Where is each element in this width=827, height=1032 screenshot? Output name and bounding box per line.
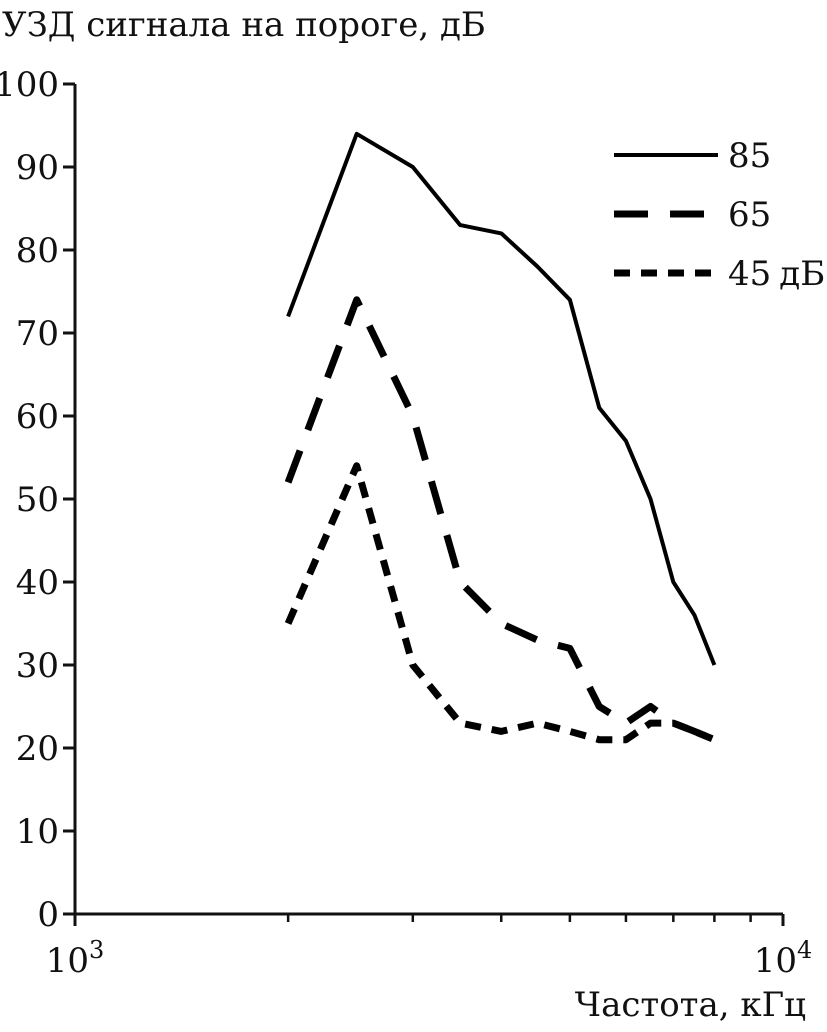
axes [73,84,783,916]
y-tick-label: 20 [16,729,59,769]
legend-label-85: 85 [728,136,771,176]
legend-unit: дБ [779,254,825,294]
y-axis-ticks: 0 10 20 30 40 50 60 70 80 90 100 [0,65,75,935]
series-group [284,131,717,744]
y-tick-label: 40 [16,563,59,603]
legend: 85 65 45 дБ [614,136,825,294]
y-tick-label: 100 [0,65,59,105]
y-tick-label: 60 [16,397,59,437]
y-tick-label: 70 [16,314,59,354]
y-tick-label: 0 [37,895,59,935]
x-tick-label: 104 [754,936,813,981]
y-tick-label: 50 [16,480,59,520]
y-axis-label: УЗД сигнала на пороге, дБ [2,5,486,45]
y-tick-label: 80 [16,231,59,271]
legend-label-45: 45 дБ [728,254,825,294]
y-tick-label: 30 [16,646,59,686]
x-axis-label: Частота, кГц [575,985,806,1025]
series-line-85 [286,131,717,666]
series-line-45 [284,462,716,744]
legend-label-65: 65 [728,195,771,235]
y-tick-label: 90 [16,148,59,188]
x-axis-ticks: 103 104 [46,914,813,981]
x-tick-label: 103 [46,936,105,981]
y-tick-label: 10 [16,812,59,852]
series-line-65 [284,296,716,743]
